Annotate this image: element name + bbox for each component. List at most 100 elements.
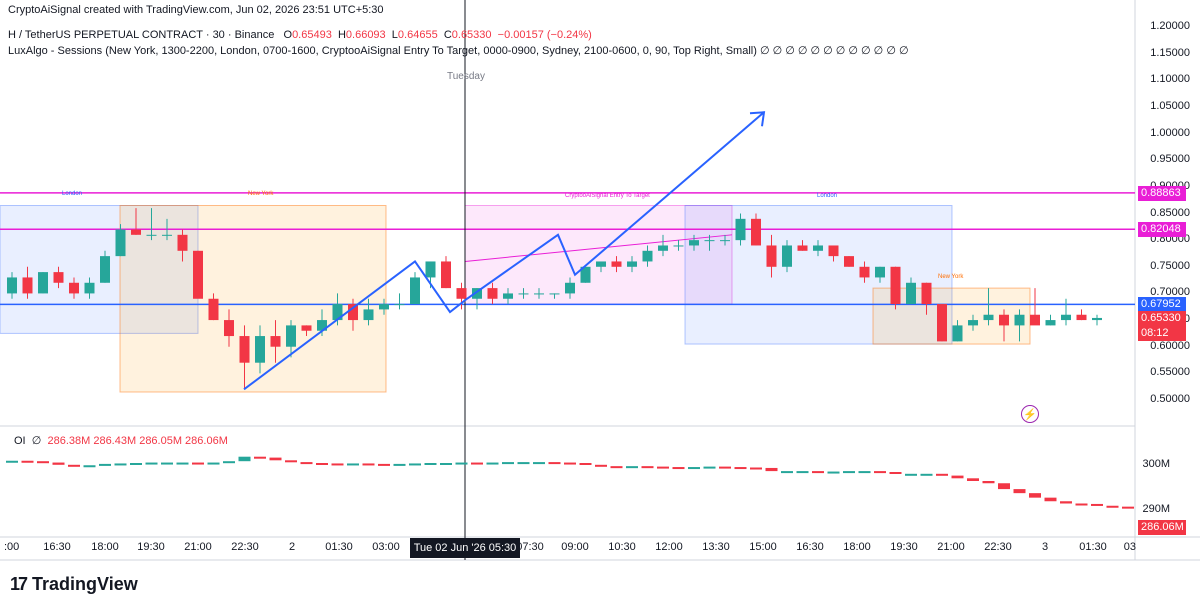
candle-body-16 — [255, 336, 265, 363]
oi-bar-36 — [564, 462, 576, 465]
session-label-london-2: London — [817, 193, 838, 199]
oi-bar-40 — [626, 466, 638, 469]
oi-bar-38 — [595, 464, 607, 467]
session-box-newyork-1 — [119, 205, 387, 393]
price-tag-2: 0.67952 — [1138, 297, 1186, 313]
candle-body-21 — [332, 304, 343, 321]
candle-body-12 — [193, 250, 203, 299]
oi-axis-label-290: 290M — [1142, 503, 1170, 515]
price-tag-0: 0.88863 — [1138, 185, 1186, 201]
oi-bar-41 — [641, 466, 654, 469]
time-axis-label: 16:30 — [796, 541, 824, 553]
oi-bar-62 — [967, 478, 979, 481]
oi-bar-16 — [254, 456, 266, 459]
time-axis-label: 10:30 — [608, 541, 636, 553]
candle-body-64 — [999, 314, 1009, 326]
candle-body-11 — [177, 234, 188, 251]
time-axis-label: 01:30 — [325, 541, 353, 553]
oi-bar-58 — [905, 473, 917, 476]
time-axis-label: 01:30 — [1079, 541, 1107, 553]
candle-body-2 — [38, 272, 48, 294]
symbol-label[interactable]: H / TetherUS PERPETUAL CONTRACT · 30 · B… — [8, 29, 275, 41]
oi-bar-63 — [982, 481, 995, 484]
candle-body-33 — [518, 293, 529, 295]
tradingview-logo[interactable]: 17 TradingView — [10, 574, 138, 595]
oi-bar-61 — [951, 475, 964, 479]
oi-bar-59 — [920, 473, 933, 476]
oi-bar-27 — [424, 463, 437, 465]
oi-bar-5 — [83, 465, 96, 468]
session-label-newyork-2: New York — [938, 274, 964, 280]
candle-body-52 — [813, 245, 823, 251]
price-axis-label: 1.05000 — [1150, 99, 1190, 112]
oi-bar-34 — [533, 462, 545, 465]
time-axis-label: 15:00 — [749, 541, 777, 553]
oi-bar-4 — [68, 464, 80, 467]
candle-body-9 — [146, 234, 157, 236]
oi-bar-47 — [734, 467, 747, 470]
lightning-icon[interactable]: ⚡ — [1021, 405, 1039, 423]
oi-bar-22 — [347, 463, 359, 466]
oi-bar-37 — [579, 463, 592, 465]
candle-body-24 — [379, 304, 389, 310]
time-axis-label: 18:00 — [91, 541, 119, 553]
price-axis-label: 0.85000 — [1150, 206, 1190, 219]
oi-bar-31 — [486, 462, 499, 465]
candle-body-65 — [1014, 314, 1025, 326]
oi-bar-52 — [812, 471, 824, 474]
time-axis-label: 2 — [288, 541, 296, 553]
oi-bar-50 — [781, 471, 793, 474]
candle-body-22 — [348, 304, 358, 321]
candle-body-14 — [224, 320, 234, 337]
oi-bar-14 — [223, 461, 235, 464]
time-axis-label: 03:00 — [372, 541, 400, 553]
oi-bar-67 — [1044, 497, 1057, 502]
candle-body-42 — [658, 245, 668, 251]
close-label: C — [443, 29, 452, 41]
symbol-ohlc-line: H / TetherUS PERPETUAL CONTRACT · 30 · B… — [8, 29, 592, 41]
oi-bar-71 — [1106, 505, 1119, 508]
oi-bar-13 — [207, 462, 220, 465]
price-axis-label: 1.10000 — [1150, 73, 1190, 86]
open-label: O — [283, 29, 293, 41]
candle-body-39 — [611, 261, 622, 267]
oi-bar-0 — [6, 460, 18, 463]
oi-bar-30 — [471, 462, 483, 465]
oi-bar-51 — [796, 471, 809, 474]
change-value: −0.00157 (−0.24%) — [497, 29, 592, 41]
candle-body-55 — [859, 266, 870, 278]
oi-bar-1 — [21, 460, 34, 463]
oi-bar-23 — [362, 463, 375, 466]
oi-bar-32 — [502, 462, 514, 465]
oi-settings-icon[interactable]: ∅ — [31, 435, 42, 447]
time-axis-label: 12:00 — [655, 541, 683, 553]
candle-body-35 — [549, 293, 560, 295]
candle-body-29 — [456, 288, 467, 299]
session-label-london-1: London — [62, 191, 83, 197]
candle-body-19 — [301, 325, 312, 331]
candle-body-56 — [875, 266, 885, 278]
oi-bar-7 — [114, 463, 127, 466]
time-axis-label: 18:00 — [843, 541, 871, 553]
candle-body-18 — [286, 325, 296, 347]
oi-legend: OI ∅ 286.38M 286.43M 286.05M 286.06M — [14, 434, 228, 447]
price-axis-label: 1.20000 — [1150, 20, 1190, 32]
oi-bar-11 — [176, 462, 189, 465]
oi-bar-46 — [719, 466, 731, 469]
oi-bar-49 — [765, 467, 778, 472]
oi-bar-45 — [703, 466, 716, 469]
candle-body-43 — [673, 245, 684, 247]
candle-body-69 — [1076, 314, 1087, 321]
price-axis-label: 1.15000 — [1150, 46, 1190, 59]
price-axis-label: 0.50000 — [1150, 393, 1190, 405]
indicator-legend[interactable]: LuxAlgo - Sessions (New York, 1300-2200,… — [8, 45, 909, 57]
oi-bar-17 — [269, 457, 282, 461]
candle-body-7 — [115, 229, 126, 257]
candle-body-51 — [797, 245, 808, 251]
price-tag-3: 0.65330 — [1138, 311, 1186, 327]
candle-body-54 — [844, 256, 854, 267]
candle-body-34 — [534, 293, 544, 295]
arrowhead — [749, 111, 766, 127]
candle-body-5 — [84, 282, 95, 294]
